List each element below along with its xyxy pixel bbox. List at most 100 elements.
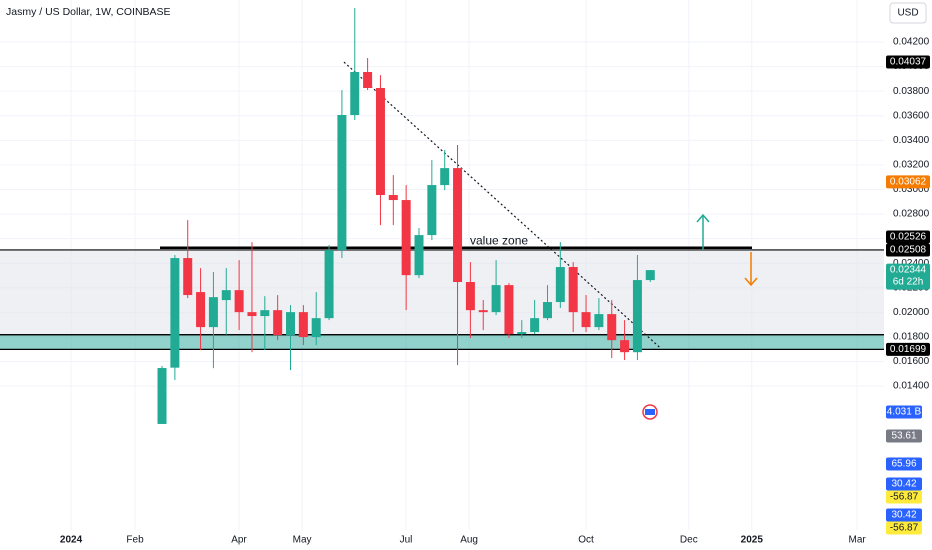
candle-body xyxy=(645,270,655,281)
candle-body xyxy=(632,280,642,353)
indicator-label: 4.031 B xyxy=(887,407,922,418)
up-arrow-head xyxy=(696,213,710,223)
event-flag xyxy=(645,409,655,415)
y-tick-label: 0.02400 xyxy=(893,258,930,269)
candle-body xyxy=(234,290,244,313)
candle-body xyxy=(363,72,373,88)
price-label: 0.03062 xyxy=(890,177,927,188)
candle-body xyxy=(542,302,552,319)
candle-body xyxy=(196,292,206,328)
indicator-label-bg xyxy=(886,457,922,471)
indicator-label-bg xyxy=(886,477,922,491)
x-tick-label: Oct xyxy=(578,535,594,546)
price-label-bg xyxy=(886,263,930,290)
y-tick-label: 0.03200 xyxy=(893,160,930,171)
indicator-label: -56.87 xyxy=(890,492,919,503)
candle-body xyxy=(157,368,167,424)
indicator-label-bg xyxy=(886,405,922,419)
candle-body xyxy=(260,310,270,317)
currency-button[interactable] xyxy=(889,2,927,24)
indicator-label-bg xyxy=(886,521,922,535)
indicator-label: -56.87 xyxy=(890,523,919,534)
x-tick-label: Aug xyxy=(460,535,478,546)
candle-body xyxy=(183,258,193,296)
price-label: 0.02508 xyxy=(890,245,927,256)
price-label-bg xyxy=(886,243,930,257)
down-arrow-head xyxy=(744,277,758,287)
candle-body xyxy=(517,332,527,335)
candle-body xyxy=(170,258,180,368)
candle-body xyxy=(221,290,231,301)
x-tick-label: Mar xyxy=(849,535,867,546)
candle-body xyxy=(555,267,565,303)
candle-body xyxy=(273,310,283,336)
y-tick-label: 0.03600 xyxy=(893,110,930,121)
y-tick-label: 0.03000 xyxy=(893,184,930,195)
y-tick-label: 0.01400 xyxy=(893,381,930,392)
y-tick-label: 0.01800 xyxy=(893,332,930,343)
x-tick-label: Feb xyxy=(126,535,144,546)
price-label: 0.02344 xyxy=(890,265,927,276)
price-label-bg xyxy=(886,342,930,356)
candle-body xyxy=(401,200,411,276)
y-tick-label: 0.02800 xyxy=(893,209,930,220)
countdown: 6d 22h xyxy=(893,277,924,288)
x-tick-label: 2025 xyxy=(741,535,764,546)
indicator-label-bg xyxy=(886,490,922,504)
indicator-label: 30.42 xyxy=(891,479,916,490)
y-tick-label: 0.01600 xyxy=(893,356,930,367)
indicator-label: 65.96 xyxy=(891,459,916,470)
annotation: value zone xyxy=(470,233,528,247)
candle-body xyxy=(581,312,591,328)
price-label-bg xyxy=(886,55,930,69)
candle-body xyxy=(324,250,334,319)
candle-body xyxy=(607,314,617,341)
candle-body xyxy=(350,72,360,116)
candle-body xyxy=(427,185,437,236)
candle-body xyxy=(375,87,385,196)
candle-body xyxy=(311,318,321,338)
indicator-label-bg xyxy=(886,508,922,522)
candle-body xyxy=(620,340,630,353)
price-label: 0.02526 xyxy=(890,232,927,243)
y-tick-label: 0.03800 xyxy=(893,86,930,97)
indicator-label: 53.61 xyxy=(891,431,916,442)
x-tick-label: Dec xyxy=(680,535,698,546)
candle-body xyxy=(208,297,218,328)
x-tick-label: Jul xyxy=(400,535,413,546)
candle-body xyxy=(286,312,296,336)
candle-body xyxy=(504,285,514,335)
y-tick-label: 0.04200 xyxy=(893,37,930,48)
candle-body xyxy=(414,235,424,276)
candle-body xyxy=(594,314,604,328)
y-tick-label: 0.03400 xyxy=(893,135,930,146)
candle-body xyxy=(491,285,501,313)
y-tick-label: 0.02000 xyxy=(893,307,930,318)
indicator-label-bg xyxy=(886,429,922,443)
candle-body xyxy=(568,267,578,313)
currency-label: USD xyxy=(897,8,918,19)
price-label-bg xyxy=(886,175,930,189)
candle-body xyxy=(440,168,450,186)
candle-body xyxy=(530,318,540,333)
drawing-arrows xyxy=(642,213,758,420)
chart-title: Jasmy / US Dollar, 1W, COINBASE xyxy=(6,6,171,18)
candle-body xyxy=(337,115,347,251)
candle-body xyxy=(465,282,475,311)
candle-body xyxy=(478,310,488,313)
x-tick-label: 2024 xyxy=(60,535,83,546)
candle-body xyxy=(247,312,257,317)
x-tick-label: May xyxy=(293,535,312,546)
candle-body xyxy=(388,195,398,201)
axes: 0.042000.040000.038000.036000.034000.032… xyxy=(60,37,930,546)
price-label: 0.01699 xyxy=(890,344,927,355)
zone xyxy=(0,334,884,350)
plot-area: value zone xyxy=(0,0,884,530)
indicator-label: 30.42 xyxy=(891,510,916,521)
candle-body xyxy=(453,168,463,283)
price-label: 0.04037 xyxy=(890,57,927,68)
x-tick-label: Apr xyxy=(231,535,247,546)
price-label-bg xyxy=(886,230,930,244)
trendline xyxy=(343,61,661,349)
